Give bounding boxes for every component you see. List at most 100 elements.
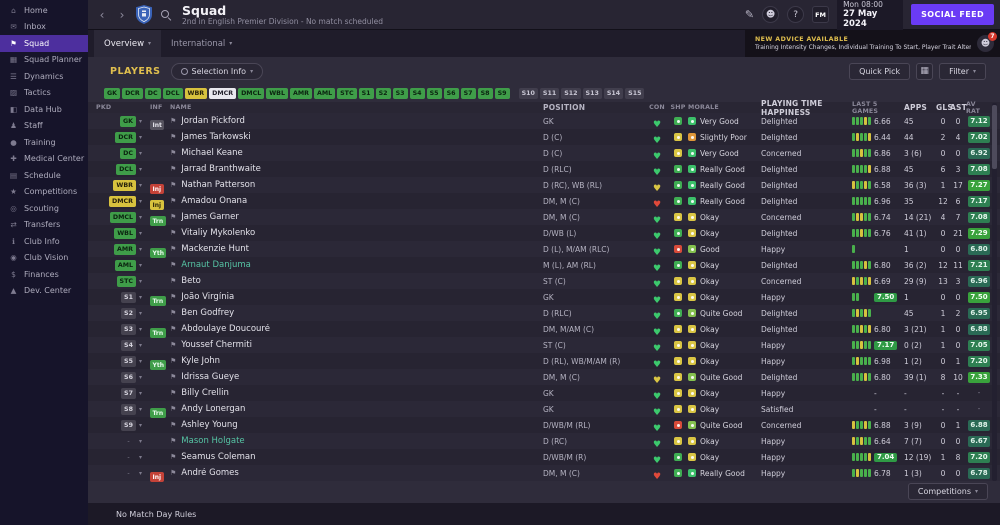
player-name[interactable]: Billy Crellin	[181, 388, 229, 398]
chevron-down-icon[interactable]: ▾	[139, 117, 143, 125]
picked-position-chip[interactable]: S1	[121, 291, 136, 303]
search-icon[interactable]	[160, 9, 172, 21]
picked-position-chip[interactable]: AMR	[114, 243, 136, 255]
sidebar-item-finances[interactable]: $ Finances	[0, 266, 88, 283]
chevron-down-icon[interactable]: ▾	[139, 181, 143, 189]
table-row[interactable]: DCL ▾ ⚑ Jarrad Branthwaite D (RLC) ♥ Rea…	[88, 161, 1000, 178]
player-name[interactable]: João Virgínia	[181, 292, 235, 302]
table-row[interactable]: S7 ▾ ⚑ Billy Crellin GK ♥ Okay Happy - -…	[88, 385, 1000, 402]
player-name[interactable]: Ben Godfrey	[181, 308, 235, 318]
header-inf[interactable]: INF	[150, 104, 163, 111]
table-row[interactable]: AMR ▾ Yth ⚑ Mackenzie Hunt D (L), M/AM (…	[88, 241, 1000, 258]
sidebar-item-training[interactable]: ● Training	[0, 134, 88, 151]
player-name[interactable]: Beto	[181, 276, 201, 286]
forward-arrow-icon[interactable]: ›	[119, 7, 125, 22]
player-name[interactable]: Amadou Onana	[181, 196, 248, 206]
player-name[interactable]: André Gomes	[181, 468, 239, 478]
selection-chip-s2[interactable]: S2	[375, 88, 391, 99]
selection-chip-s1[interactable]: S1	[358, 88, 374, 99]
chevron-down-icon[interactable]: ▾	[139, 245, 143, 253]
table-row[interactable]: DMCL ▾ Trn ⚑ James Garner DM, M (C) ♥ Ok…	[88, 209, 1000, 226]
picked-position-chip[interactable]: -	[127, 469, 130, 477]
player-name[interactable]: Mason Holgate	[181, 436, 245, 446]
picked-position-chip[interactable]: S6	[121, 371, 136, 383]
chevron-down-icon[interactable]: ▾	[139, 325, 143, 333]
sidebar-item-inbox[interactable]: ✉ Inbox	[0, 19, 88, 36]
player-name[interactable]: Andy Lonergan	[181, 404, 246, 414]
player-name[interactable]: Ashley Young	[181, 420, 238, 430]
table-row[interactable]: S9 ▾ ⚑ Ashley Young D/WB/M (RL) ♥ Quite …	[88, 417, 1000, 434]
header-apps[interactable]: APPS	[904, 103, 927, 112]
selection-chip-s12[interactable]: S12	[561, 88, 581, 99]
picked-position-chip[interactable]: S7	[121, 387, 136, 399]
quick-pick-button[interactable]: Quick Pick	[849, 62, 911, 80]
chevron-down-icon[interactable]: ▾	[139, 357, 143, 365]
view-grid-icon[interactable]: ▦	[916, 62, 934, 80]
competitions-dropdown[interactable]: Competitions ▾	[907, 483, 988, 500]
table-row[interactable]: S1 ▾ Trn ⚑ João Virgínia GK ♥ Okay Happy…	[88, 289, 1000, 306]
player-name[interactable]: Abdoulaye Doucouré	[181, 324, 270, 334]
chevron-down-icon[interactable]: ▾	[139, 389, 143, 397]
picked-position-chip[interactable]: S2	[121, 307, 136, 319]
picked-position-chip[interactable]: DMCR	[109, 195, 136, 207]
picked-position-chip[interactable]: S4	[121, 339, 136, 351]
player-name[interactable]: Arnaut Danjuma	[181, 260, 251, 270]
picked-position-chip[interactable]: S9	[121, 419, 136, 431]
sidebar-item-staff[interactable]: ♟ Staff	[0, 118, 88, 135]
chevron-down-icon[interactable]: ▾	[139, 229, 143, 237]
edit-icon[interactable]: ✎	[744, 8, 755, 21]
table-row[interactable]: S8 ▾ Trn ⚑ Andy Lonergan GK ♥ Okay Satis…	[88, 401, 1000, 418]
vertical-scrollbar[interactable]	[992, 103, 997, 481]
scrollbar-thumb[interactable]	[992, 105, 997, 169]
header-position[interactable]: POSITION	[543, 103, 586, 112]
chevron-down-icon[interactable]: ▾	[139, 469, 143, 477]
social-feed-button[interactable]: SOCIAL FEED	[911, 4, 994, 25]
tab-overview[interactable]: Overview ▾	[94, 30, 162, 57]
picked-position-chip[interactable]: DC	[120, 147, 136, 159]
player-name[interactable]: Jordan Pickford	[181, 116, 245, 126]
table-row[interactable]: S3 ▾ Trn ⚑ Abdoulaye Doucouré DM, M/AM (…	[88, 321, 1000, 338]
selection-chip-s14[interactable]: S14	[603, 88, 624, 99]
player-name[interactable]: James Tarkowski	[181, 132, 251, 142]
filter-button[interactable]: Filter ▾	[939, 62, 986, 80]
sidebar-item-scouting[interactable]: ◎ Scouting	[0, 200, 88, 217]
picked-position-chip[interactable]: S5	[121, 355, 136, 367]
picked-position-chip[interactable]: WBL	[114, 227, 136, 239]
sidebar-item-home[interactable]: ⌂ Home	[0, 2, 88, 19]
chevron-down-icon[interactable]: ▾	[139, 405, 143, 413]
chevron-down-icon[interactable]: ▾	[139, 165, 143, 173]
chevron-down-icon[interactable]: ▾	[139, 309, 143, 317]
picked-position-chip[interactable]: DCR	[115, 131, 136, 143]
table-row[interactable]: - ▾ ⚑ Seamus Coleman D/WB/M (R) ♥ Okay H…	[88, 449, 1000, 466]
selection-chip-aml[interactable]: AML	[313, 88, 336, 99]
chevron-down-icon[interactable]: ▾	[139, 149, 143, 157]
table-row[interactable]: DC ▾ ⚑ Michael Keane D (C) ♥ Very Good C…	[88, 145, 1000, 162]
sidebar-item-competitions[interactable]: ★ Competitions	[0, 184, 88, 201]
table-row[interactable]: - ▾ Inj ⚑ André Gomes DM, M (C) ♥ Really…	[88, 465, 1000, 482]
player-name[interactable]: Jarrad Branthwaite	[181, 164, 261, 174]
table-row[interactable]: DCR ▾ ⚑ James Tarkowski D (C) ♥ Slightly…	[88, 129, 1000, 146]
help-icon[interactable]: ?	[787, 6, 805, 23]
table-row[interactable]: S4 ▾ ⚑ Youssef Chermiti ST (C) ♥ Okay Ha…	[88, 337, 1000, 354]
sidebar-item-club-vision[interactable]: ◉ Club Vision	[0, 250, 88, 267]
tab-international[interactable]: International ▾	[161, 30, 242, 57]
header-last5[interactable]: LAST 5 GAMES	[852, 100, 879, 115]
selection-chip-s3[interactable]: S3	[392, 88, 408, 99]
table-row[interactable]: AML ▾ ⚑ Arnaut Danjuma M (L), AM (RL) ♥ …	[88, 257, 1000, 274]
selection-chip-wbr[interactable]: WBR	[184, 88, 208, 99]
table-row[interactable]: STC ▾ ⚑ Beto ST (C) ♥ Okay Concerned 6.6…	[88, 273, 1000, 290]
table-row[interactable]: S5 ▾ Yth ⚑ Kyle John D (RL), WB/M/AM (R)…	[88, 353, 1000, 370]
selection-chip-dmcr[interactable]: DMCR	[209, 88, 237, 99]
advice-ticker[interactable]: NEW ADVICE AVAILABLE Training Intensity …	[745, 30, 1000, 57]
player-name[interactable]: Kyle John	[181, 356, 221, 366]
selection-info-dropdown[interactable]: Selection Info ▾	[170, 62, 264, 80]
sidebar-item-data-hub[interactable]: ◧ Data Hub	[0, 101, 88, 118]
table-row[interactable]: WBL ▾ ⚑ Vitaliy Mykolenko D/WB (L) ♥ Oka…	[88, 225, 1000, 242]
selection-chip-s6[interactable]: S6	[443, 88, 459, 99]
player-name[interactable]: Youssef Chermiti	[181, 340, 252, 350]
selection-chip-dcl[interactable]: DCL	[162, 88, 183, 99]
sidebar-item-squad[interactable]: ⚑ Squad	[0, 35, 88, 52]
selection-chip-s8[interactable]: S8	[477, 88, 493, 99]
sidebar-item-tactics[interactable]: ▨ Tactics	[0, 85, 88, 102]
sidebar-item-medical-center[interactable]: ✚ Medical Center	[0, 151, 88, 168]
